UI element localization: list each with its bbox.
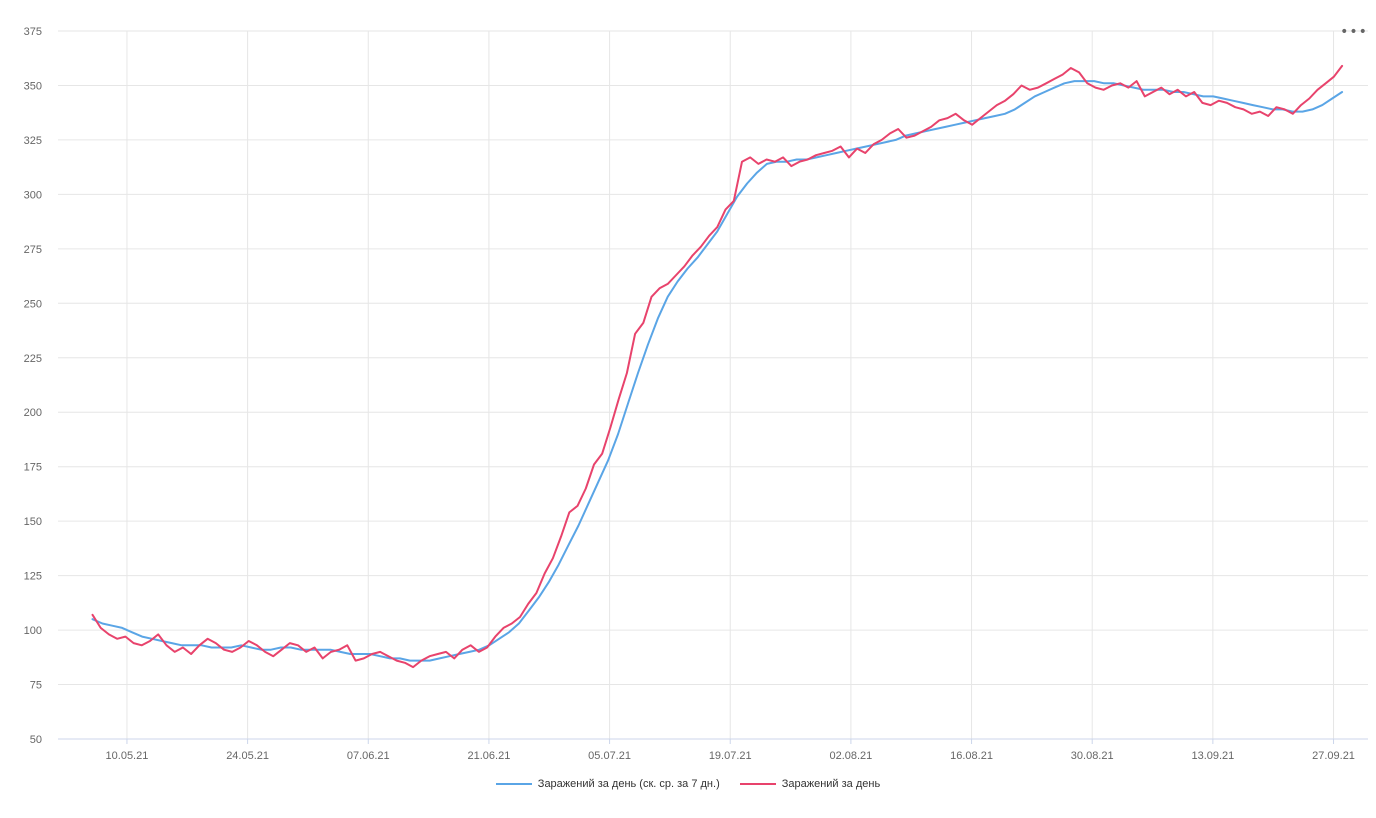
legend-swatch-smoothed	[495, 783, 532, 785]
x-tick-label: 19.07.21	[709, 750, 752, 762]
y-tick-label: 275	[24, 244, 42, 256]
y-tick-label: 250	[24, 298, 42, 310]
legend-swatch-daily	[739, 783, 776, 785]
x-tick-label: 30.08.21	[1071, 750, 1114, 762]
x-tick-label: 10.05.21	[106, 750, 149, 762]
legend-label-daily: Заражений за день	[781, 778, 881, 790]
axes: 50 75 100 125 150 175 200 225 250 275 300 325 350 375…	[24, 26, 1368, 762]
x-tick-label: 16.08.21	[950, 750, 993, 762]
grid-lines	[58, 30, 1368, 740]
x-tick-label: 27.09.21	[1312, 750, 1355, 762]
x-tick-label: 02.08.21	[829, 750, 872, 762]
legend-item-smoothed[interactable]: Заражений за день (ск. ср. за 7 дн.)	[495, 778, 720, 790]
y-tick-label: 300	[24, 189, 42, 201]
y-tick-label: 175	[24, 462, 42, 474]
y-tick-label: 350	[24, 80, 42, 92]
x-tick-label: 21.06.21	[468, 750, 511, 762]
x-tick-label: 13.09.21	[1191, 750, 1234, 762]
series-line-smoothed	[91, 80, 1344, 662]
y-tick-label: 325	[24, 135, 42, 147]
legend-label-smoothed: Заражений за день (ск. ср. за 7 дн.)	[537, 778, 720, 790]
y-tick-label: 200	[24, 407, 42, 419]
y-tick-label: 150	[24, 516, 42, 528]
series-line-daily	[91, 64, 1344, 669]
y-tick-label: 375	[24, 26, 42, 38]
legend-item-daily[interactable]: Заражений за день	[739, 778, 881, 790]
y-tick-label: 50	[30, 734, 42, 746]
y-tick-label: 100	[24, 625, 42, 637]
x-tick-label: 24.05.21	[226, 750, 269, 762]
y-tick-label: 125	[24, 571, 42, 583]
chart-legend: Заражений за день (ск. ср. за 7 дн.) Зар…	[0, 778, 1376, 790]
chart-menu-button[interactable]: •••	[1340, 22, 1368, 42]
x-tick-label: 05.07.21	[588, 750, 631, 762]
series-lines	[91, 64, 1344, 669]
y-tick-label: 225	[24, 353, 42, 365]
x-tick-label: 07.06.21	[347, 750, 390, 762]
more-horizontal-icon: •••	[1340, 24, 1368, 40]
y-tick-label: 75	[30, 680, 42, 692]
